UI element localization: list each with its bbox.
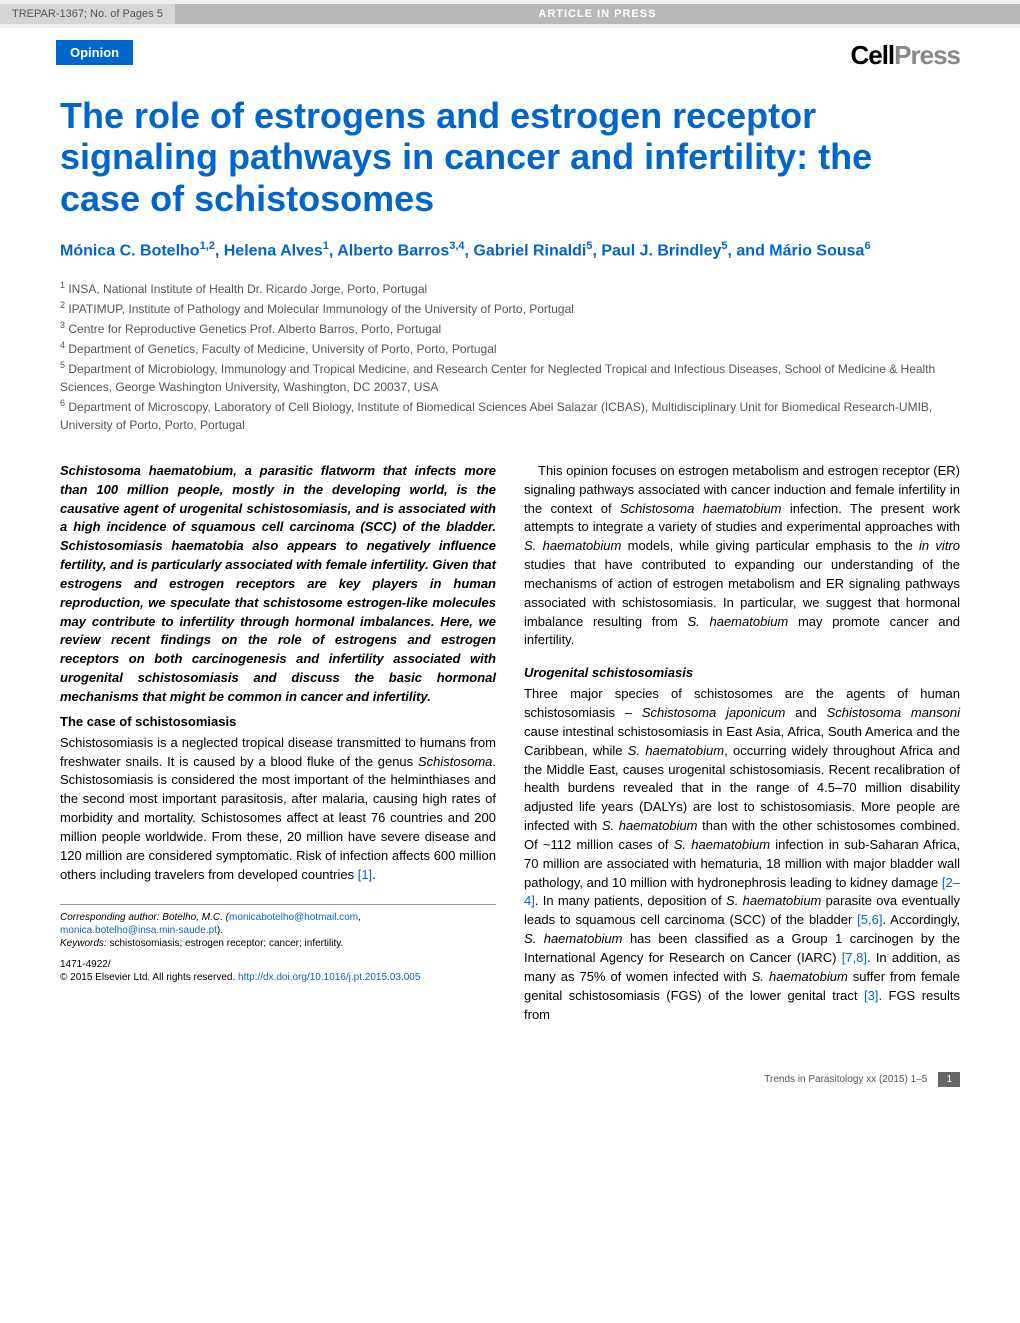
affiliation: 1 INSA, National Institute of Health Dr.… (60, 279, 960, 298)
section-heading: Urogenital schistosomiasis (524, 664, 960, 683)
right-column: This opinion focuses on estrogen metabol… (524, 462, 960, 1026)
article-banner: ARTICLE IN PRESS (175, 4, 1020, 24)
logo-cell: Cell (850, 40, 894, 70)
authors: Mónica C. Botelho1,2, Helena Alves1, Alb… (60, 239, 960, 263)
body-paragraph: This opinion focuses on estrogen metabol… (524, 462, 960, 650)
body-paragraph: Three major species of schistosomes are … (524, 685, 960, 1024)
affiliation: 5 Department of Microbiology, Immunology… (60, 359, 960, 396)
header-bar: TREPAR-1367; No. of Pages 5 ARTICLE IN P… (0, 0, 1020, 28)
issn: 1471-4922/ (60, 958, 496, 971)
abstract: Schistosoma haematobium, a parasitic fla… (60, 462, 496, 707)
affiliation: 4 Department of Genetics, Faculty of Med… (60, 339, 960, 358)
body-paragraph: Schistosomiasis is a neglected tropical … (60, 734, 496, 885)
top-row: Opinion CellPress (0, 28, 1020, 65)
copyright-line: © 2015 Elsevier Ltd. All rights reserved… (60, 971, 496, 984)
page-number: 1 (938, 1072, 960, 1087)
affiliation: 2 IPATIMUP, Institute of Pathology and M… (60, 299, 960, 318)
logo-press: Press (894, 40, 960, 70)
opinion-badge: Opinion (56, 40, 133, 65)
affiliation: 3 Centre for Reproductive Genetics Prof.… (60, 319, 960, 338)
left-column: Schistosoma haematobium, a parasitic fla… (60, 462, 496, 1026)
article-code: TREPAR-1367; No. of Pages 5 (0, 4, 175, 24)
two-column-body: Schistosoma haematobium, a parasitic fla… (60, 462, 960, 1026)
affiliations: 1 INSA, National Institute of Health Dr.… (60, 279, 960, 434)
journal-citation: Trends in Parasitology xx (2015) 1–5 (764, 1074, 927, 1085)
affiliation: 6 Department of Microscopy, Laboratory o… (60, 397, 960, 434)
section-heading: The case of schistosomiasis (60, 713, 496, 732)
corresponding-line: Corresponding author: Botelho, M.C. (mon… (60, 911, 496, 924)
email-link[interactable]: monica.botelho@insa.min-saude.pt (60, 925, 217, 936)
corresponding-line2: monica.botelho@insa.min-saude.pt). (60, 924, 496, 937)
email-link[interactable]: monicabotelho@hotmail.com (229, 912, 358, 923)
main-content: The role of estrogens and estrogen recep… (0, 71, 1020, 1066)
article-title: The role of estrogens and estrogen recep… (60, 95, 960, 219)
footer-right: Trends in Parasitology xx (2015) 1–5 1 (764, 1074, 960, 1085)
cellpress-logo: CellPress (850, 40, 960, 71)
footer: Trends in Parasitology xx (2015) 1–5 1 (0, 1066, 1020, 1093)
keywords-line: Keywords: schistosomiasis; estrogen rece… (60, 937, 496, 950)
doi-link[interactable]: http://dx.doi.org/10.1016/j.pt.2015.03.0… (238, 972, 420, 983)
corresponding-block: Corresponding author: Botelho, M.C. (mon… (60, 904, 496, 984)
